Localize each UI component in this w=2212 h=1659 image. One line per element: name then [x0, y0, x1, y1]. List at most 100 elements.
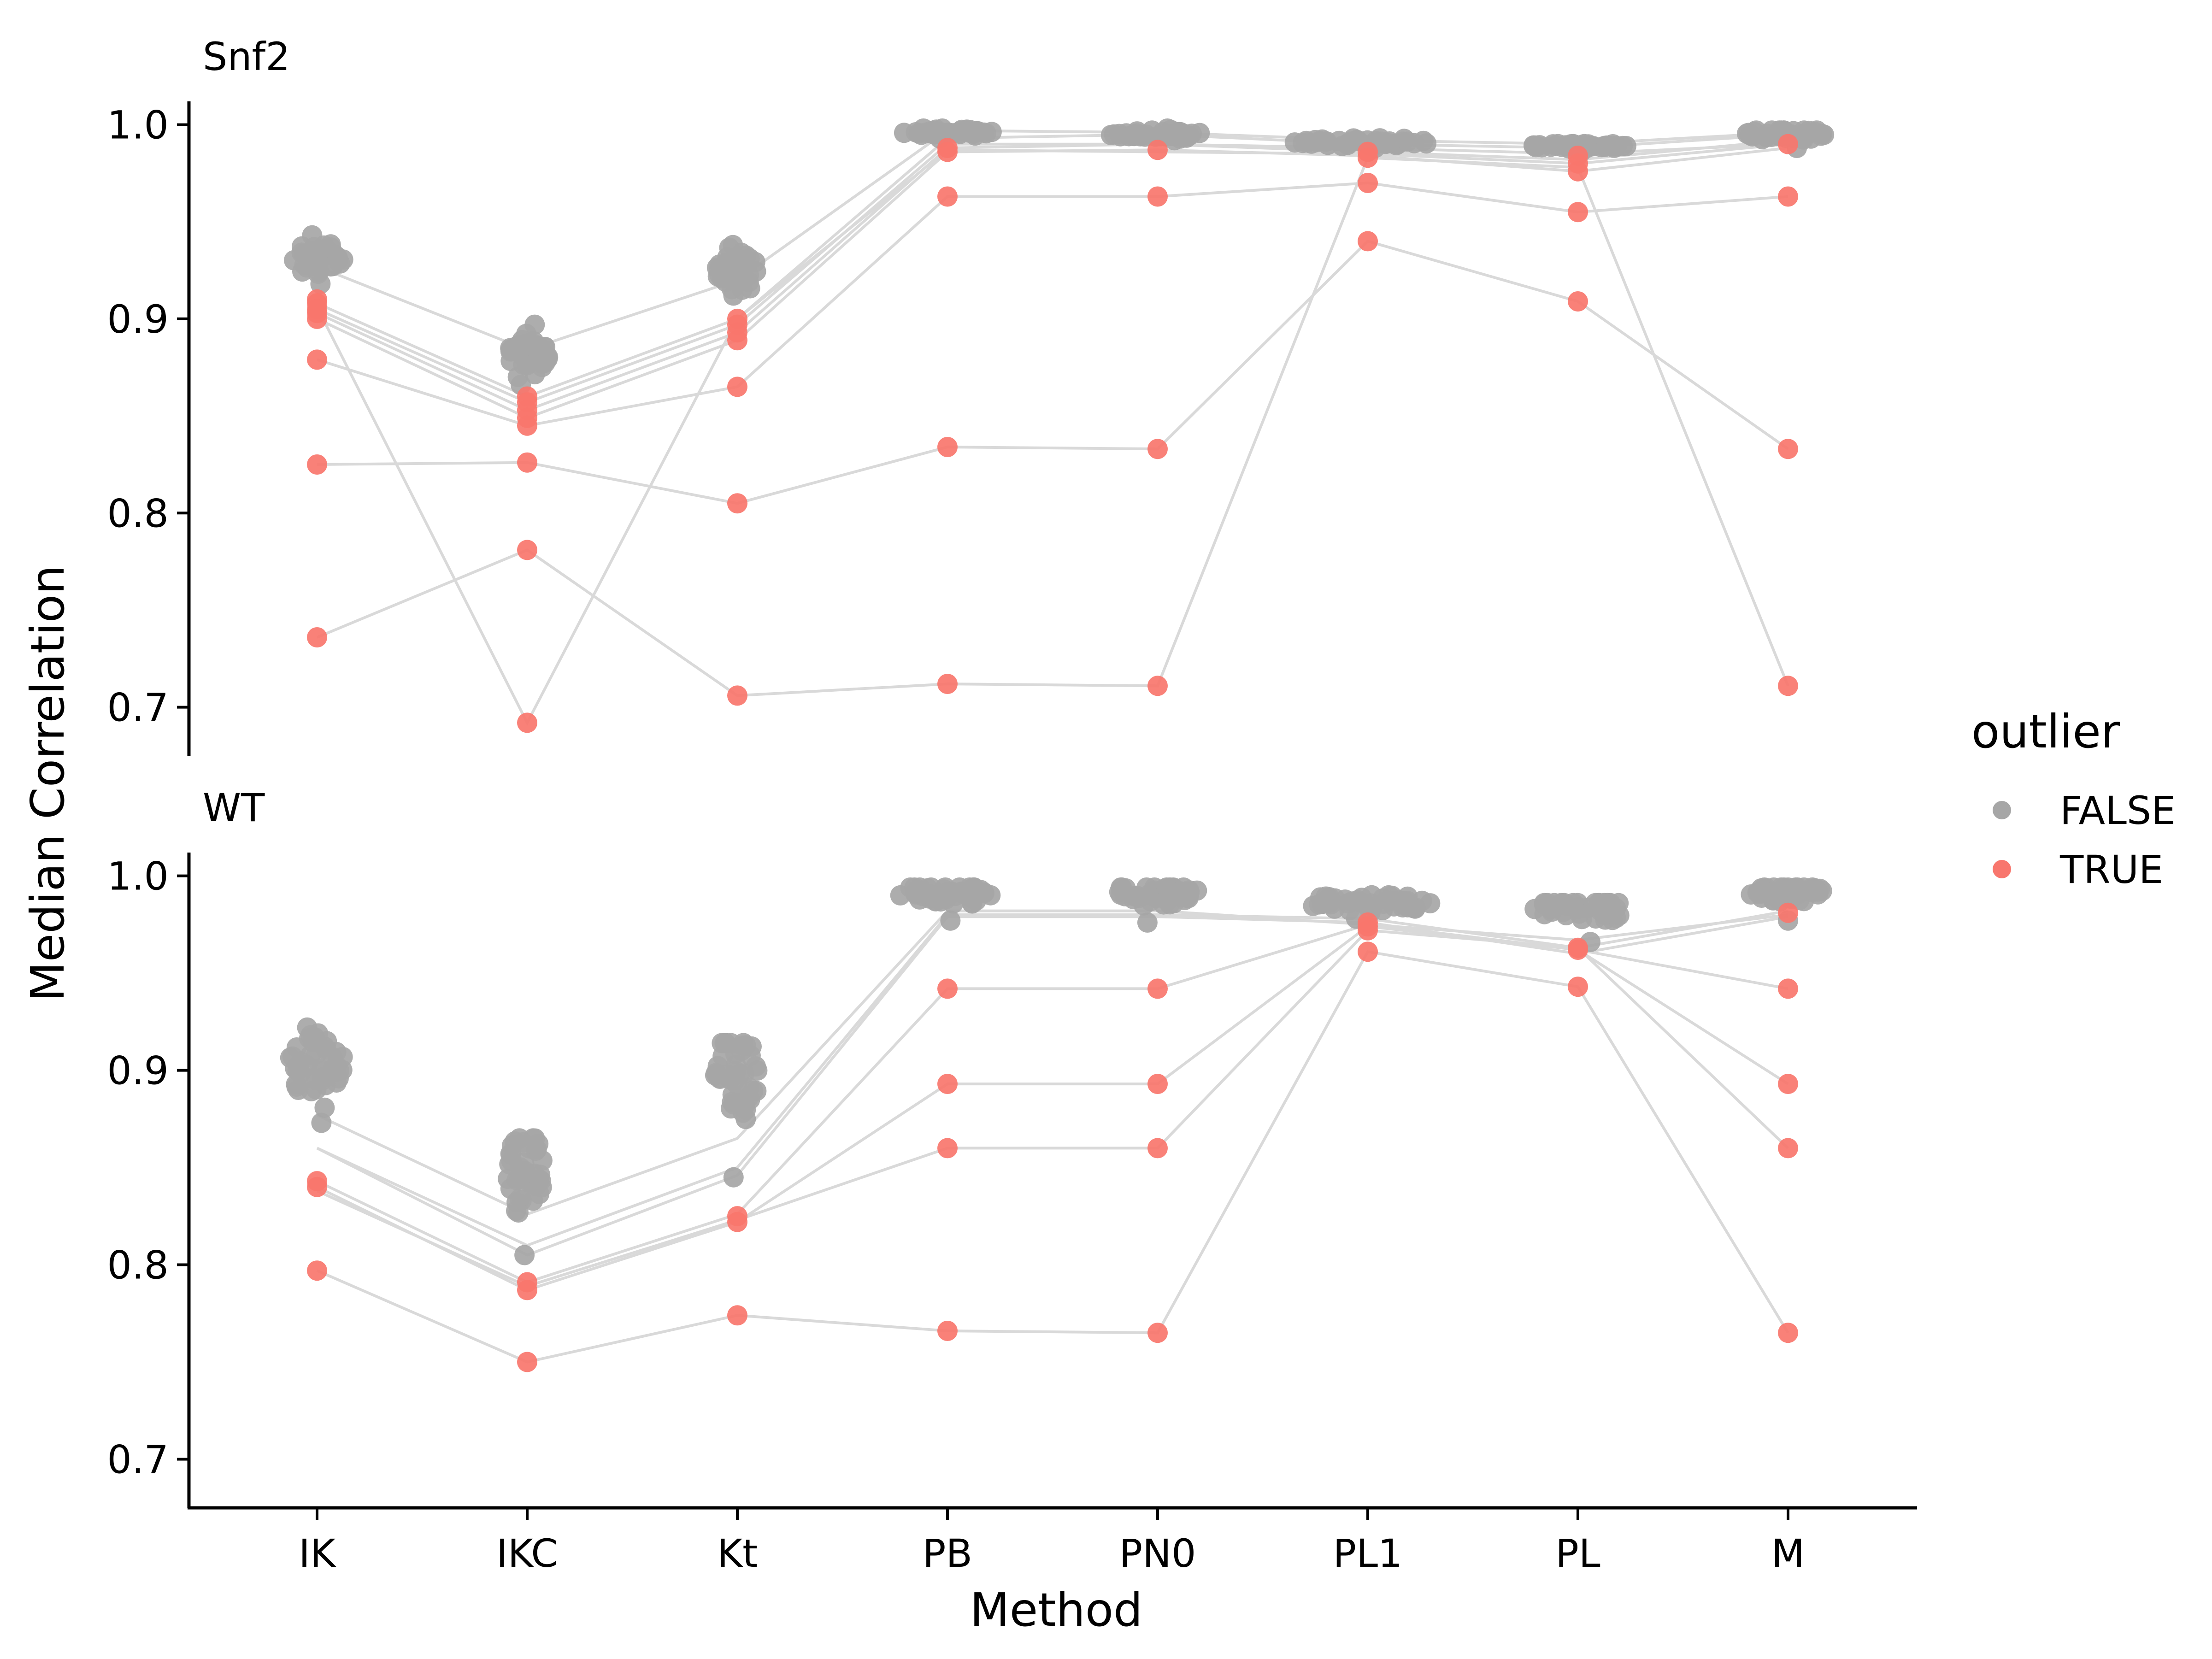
y-tick-label: 1.0: [107, 103, 169, 148]
point-false: [714, 1033, 735, 1053]
point-true: [1778, 902, 1798, 923]
point-true: [1778, 1074, 1798, 1094]
trajectory-line: [317, 181, 1788, 427]
point-true: [727, 330, 747, 351]
point-false: [1420, 893, 1441, 914]
x-tick-label: PB: [923, 1531, 972, 1576]
true-points: [307, 134, 1798, 733]
point-false: [1780, 884, 1800, 905]
facet-title: WT: [203, 785, 265, 830]
point-true: [517, 415, 537, 436]
point-true: [1778, 676, 1798, 696]
point-false: [526, 339, 547, 359]
point-false: [1394, 129, 1415, 149]
point-true: [1778, 439, 1798, 459]
point-false: [1156, 877, 1177, 898]
point-false: [1569, 903, 1589, 924]
point-false: [719, 237, 740, 258]
point-true: [517, 452, 537, 473]
point-false: [1742, 126, 1763, 147]
point-true: [307, 308, 327, 329]
point-true: [1568, 161, 1588, 182]
point-false: [707, 1056, 728, 1077]
point-false: [1310, 131, 1331, 152]
point-false: [321, 237, 341, 258]
trajectory-line: [316, 950, 1789, 1364]
y-tick-label: 0.7: [107, 1437, 169, 1483]
point-true: [1147, 439, 1168, 459]
point-false: [940, 910, 961, 931]
point-false: [727, 1074, 747, 1094]
point-false: [304, 1027, 325, 1047]
trajectory-line: [317, 240, 1789, 505]
point-false: [1110, 126, 1131, 147]
point-false: [529, 1183, 550, 1204]
point-false: [514, 1245, 535, 1265]
point-false: [315, 1075, 336, 1095]
point-false: [951, 882, 971, 903]
point-true: [1147, 186, 1168, 207]
facet-title: Snf2: [203, 34, 290, 79]
point-true: [1147, 676, 1168, 696]
y-tick-label: 0.9: [107, 1048, 169, 1094]
false-points: [280, 877, 1832, 1265]
point-false: [1170, 124, 1190, 144]
point-false: [1585, 893, 1606, 913]
point-true: [517, 1352, 537, 1372]
point-true: [307, 454, 327, 475]
x-axis-title: Method: [970, 1583, 1142, 1637]
panel-snf2: Snf2 0.7 0.8 0.9 1.0: [107, 34, 1835, 756]
point-true: [1568, 202, 1588, 223]
point-true: [517, 712, 537, 733]
point-true: [517, 540, 537, 560]
legend-marker-true: [1993, 860, 2011, 878]
x-tick-label: IK: [299, 1531, 336, 1576]
point-false: [723, 1167, 744, 1188]
point-false: [930, 891, 951, 912]
point-true: [937, 1321, 958, 1341]
point-true: [937, 186, 958, 207]
point-false: [512, 1165, 533, 1186]
trajectory-line: [316, 909, 1788, 1216]
trajectory-line: [316, 929, 1789, 1288]
point-true: [1358, 147, 1378, 168]
point-true: [517, 1280, 537, 1300]
point-true: [727, 685, 747, 706]
x-axis: IK IKC Kt PB PN0 PL1 PL M: [188, 1506, 1917, 1576]
y-tick-label: 0.8: [107, 1243, 169, 1288]
point-false: [329, 1060, 349, 1081]
point-false: [306, 247, 326, 267]
point-false: [282, 1046, 303, 1067]
point-true: [937, 978, 958, 999]
point-false: [1354, 894, 1375, 914]
point-false: [724, 259, 745, 280]
point-false: [314, 1097, 335, 1118]
panel-wt: WT 0.7 0.8 0.9 1.0: [107, 785, 1832, 1508]
point-true: [937, 1074, 958, 1094]
point-true: [307, 1177, 327, 1197]
point-true: [727, 1212, 747, 1232]
point-false: [740, 1045, 761, 1066]
point-true: [937, 1138, 958, 1159]
legend-label-false: FALSE: [2060, 788, 2176, 833]
point-true: [1778, 186, 1798, 207]
point-false: [508, 1202, 529, 1223]
x-tick-label: M: [1771, 1531, 1805, 1576]
point-false: [311, 1112, 332, 1133]
panels: Snf2 0.7 0.8 0.9 1.0 WT 0.7 0.8 0.9 1.0: [107, 34, 1835, 1508]
point-false: [1375, 134, 1396, 154]
point-false: [1805, 878, 1826, 899]
y-tick-label: 1.0: [107, 854, 169, 899]
point-true: [1358, 920, 1378, 941]
point-false: [1525, 135, 1546, 156]
point-false: [1413, 130, 1434, 151]
point-true: [307, 349, 327, 370]
point-true: [1358, 173, 1378, 193]
point-false: [1372, 900, 1393, 920]
point-true: [1147, 978, 1168, 999]
point-true: [1568, 977, 1588, 997]
point-true: [1358, 941, 1378, 962]
trajectory-line: [316, 923, 1788, 1284]
point-false: [920, 121, 941, 141]
